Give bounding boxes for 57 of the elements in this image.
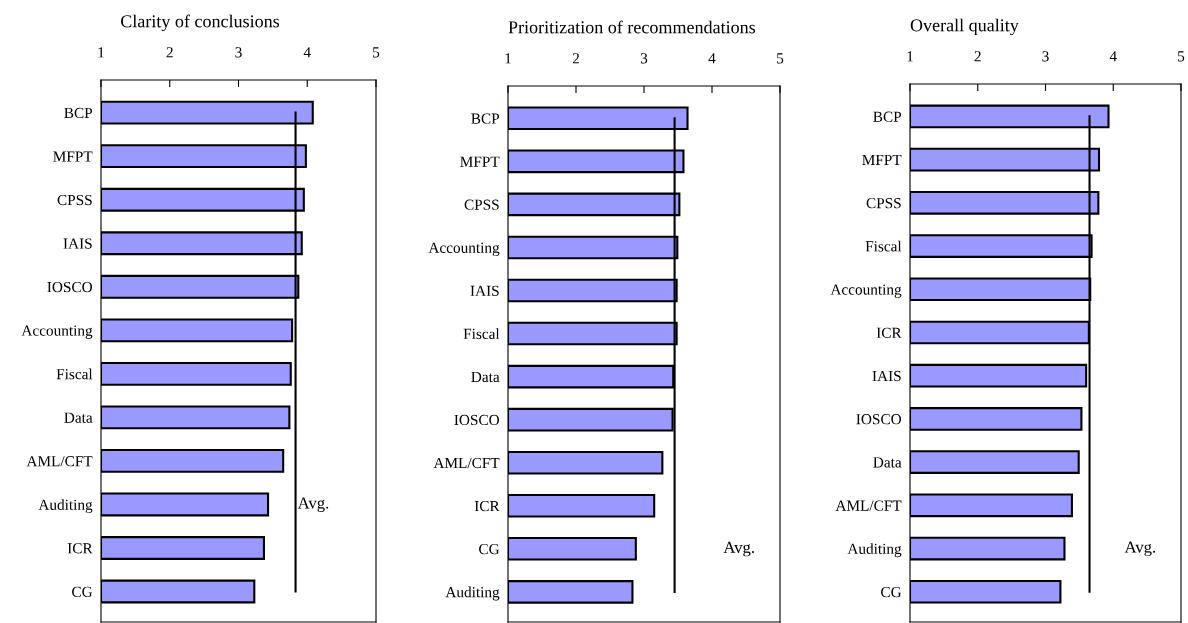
x-tick-label: 1 <box>98 47 104 58</box>
y-tick-label: Auditing <box>38 499 93 514</box>
chart-title: Prioritization of recommendations <box>508 20 756 34</box>
y-tick-label: Data <box>873 457 902 468</box>
x-tick-label: 4 <box>1109 51 1117 62</box>
y-tick-label: Data <box>471 371 500 383</box>
y-tick-label: Accounting <box>428 242 500 257</box>
y-tick-label: AML/CFT <box>26 456 93 467</box>
y-tick-label: MFPT <box>53 151 93 162</box>
x-tick-label: 2 <box>974 51 981 62</box>
y-tick-label: CG <box>881 586 902 598</box>
x-tick-label: 5 <box>373 47 380 58</box>
y-tick-label: CPSS <box>464 199 499 210</box>
y-tick-label: ICR <box>474 500 500 512</box>
y-tick-label: MFPT <box>460 156 500 167</box>
y-tick-label: BCP <box>873 111 902 122</box>
x-tick-label: 4 <box>303 47 311 58</box>
x-tick-label: 3 <box>640 53 648 64</box>
y-tick-label: Accounting <box>21 325 93 339</box>
y-tick-label: Auditing <box>847 543 902 558</box>
y-tick-label: IAIS <box>63 238 92 249</box>
ref-line-label: Avg. <box>297 497 329 513</box>
x-tick-label: 1 <box>907 51 913 62</box>
y-tick-label: CG <box>479 544 500 555</box>
y-tick-label: Fiscal <box>865 240 902 252</box>
chart-title: Clarity of conclusions <box>120 14 280 32</box>
chart-title: Overall quality <box>910 18 1019 36</box>
y-tick-label: Accounting <box>830 284 902 298</box>
y-tick-label: CG <box>72 586 93 597</box>
y-tick-label: BCP <box>471 113 500 124</box>
y-tick-label: CPSS <box>866 198 901 209</box>
y-tick-label: ICR <box>876 327 902 338</box>
y-tick-label: Fiscal <box>463 328 500 339</box>
y-tick-label: AML/CFT <box>433 457 500 469</box>
y-tick-label: IOSCO <box>856 414 902 425</box>
y-tick-label: Fiscal <box>56 368 93 380</box>
x-tick-label: 2 <box>166 47 173 58</box>
y-tick-label: CPSS <box>57 194 92 206</box>
y-tick-label: AML/CFT <box>835 500 902 511</box>
x-tick-label: 2 <box>572 53 579 64</box>
x-tick-label: 4 <box>708 53 716 64</box>
x-tick-label: 5 <box>1178 51 1185 62</box>
ref-line-label: Avg. <box>723 541 754 557</box>
x-tick-label: 3 <box>235 47 242 58</box>
x-tick-label: 5 <box>777 53 784 64</box>
y-tick-label: IAIS <box>872 370 901 382</box>
y-tick-label: IAIS <box>470 285 499 296</box>
ref-line-label: Avg. <box>1124 541 1156 557</box>
x-tick-label: 3 <box>1042 51 1049 62</box>
y-tick-label: MFPT <box>862 154 902 165</box>
y-tick-label: Data <box>64 412 93 423</box>
y-tick-label: IOSCO <box>47 281 93 293</box>
y-tick-label: ICR <box>67 543 93 554</box>
y-tick-label: IOSCO <box>454 414 500 426</box>
y-tick-label: BCP <box>64 107 93 119</box>
y-tick-label: Auditing <box>445 586 500 601</box>
x-tick-label: 1 <box>505 53 511 64</box>
